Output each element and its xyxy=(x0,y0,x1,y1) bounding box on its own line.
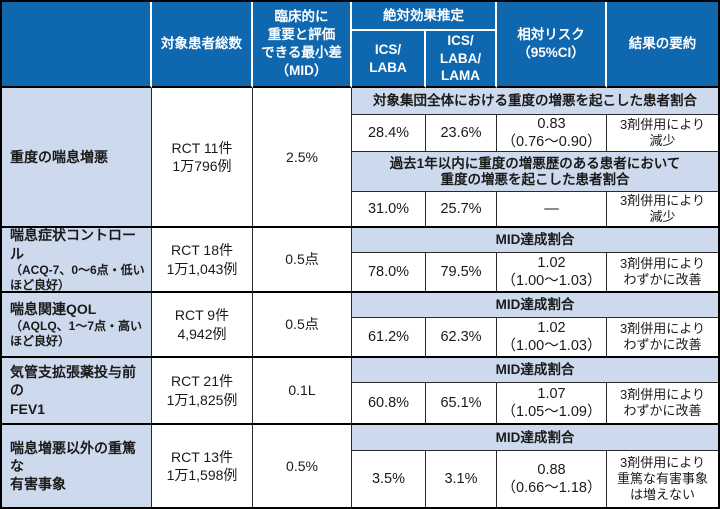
summary-value: 3剤併用により 減少 xyxy=(607,192,718,228)
header-relative-risk: 相対リスク （95%CI） xyxy=(497,2,607,88)
ics-laba-value: 28.4% xyxy=(352,115,426,152)
relative-risk-value: — xyxy=(497,192,607,228)
outcome-label: 喘息関連QOL xyxy=(10,301,97,318)
patients-cell: RCT 13件 1万1,598例 xyxy=(152,425,253,507)
ics-laba-lama-value: 62.3% xyxy=(426,318,497,358)
summary-value: 3剤併用により わずかに改善 xyxy=(607,383,718,425)
relative-risk-value: 1.07 （1.05〜1.09） xyxy=(497,383,607,425)
patients-cell: RCT 9件 4,942例 xyxy=(152,293,253,358)
header-outcome-blank xyxy=(2,2,152,88)
outcome-cell: 喘息関連QOL （AQLQ、1〜7点・高い ほど良好） xyxy=(2,293,152,358)
ics-laba-lama-value: 65.1% xyxy=(426,383,497,425)
patients-cell: RCT 21件 1万1,825例 xyxy=(152,358,253,425)
ics-laba-lama-value: 79.5% xyxy=(426,253,497,293)
mid-cell: 0.5% xyxy=(253,425,352,507)
ics-laba-value: 31.0% xyxy=(352,192,426,228)
subrow-title: MID達成割合 xyxy=(352,293,718,318)
relative-risk-value: 0.88 （0.66〜1.18） xyxy=(497,451,607,507)
mid-cell: 0.1L xyxy=(253,358,352,425)
outcome-note: （ACQ-7、0〜6点・低い ほど良好） xyxy=(10,262,145,292)
outcome-label: 重度の喘息増悪 xyxy=(10,148,108,165)
outcome-label: 喘息増悪以外の重篤な 有害事象 xyxy=(10,439,136,493)
header-mid: 臨床的に 重要と評価 できる最小差 （MID） xyxy=(253,2,352,88)
outcome-cell: 重度の喘息増悪 xyxy=(2,88,152,228)
summary-value: 3剤併用により わずかに改善 xyxy=(607,253,718,293)
ics-laba-value: 60.8% xyxy=(352,383,426,425)
ics-laba-value: 78.0% xyxy=(352,253,426,293)
ics-laba-value: 3.5% xyxy=(352,451,426,507)
mid-cell: 2.5% xyxy=(253,88,352,228)
summary-value: 3剤併用により 重篤な有害事象 は増えない xyxy=(607,451,718,507)
header-ics-laba-lama: ICS/ LABA/ LAMA xyxy=(426,31,497,88)
mid-cell: 0.5点 xyxy=(253,228,352,293)
mid-cell: 0.5点 xyxy=(253,293,352,358)
subrow-title: MID達成割合 xyxy=(352,228,718,253)
ics-laba-lama-value: 3.1% xyxy=(426,451,497,507)
relative-risk-value: 1.02 （1.00〜1.03） xyxy=(497,253,607,293)
subrow-title: MID達成割合 xyxy=(352,425,718,451)
outcome-label: 気管支拡張薬投与前の FEV1 xyxy=(10,364,136,417)
outcome-cell: 喘息増悪以外の重篤な 有害事象 xyxy=(2,425,152,507)
outcome-note: （AQLQ、1〜7点・高い ほど良好） xyxy=(10,318,143,348)
summary-value: 3剤併用により 減少 xyxy=(607,115,718,152)
relative-risk-value: 0.83 （0.76〜0.90） xyxy=(497,115,607,152)
header-patients: 対象患者総数 xyxy=(152,2,253,88)
ics-laba-lama-value: 25.7% xyxy=(426,192,497,228)
subrow-title: 過去1年以内に重度の増悪歴のある患者において 重度の増悪を起こした患者割合 xyxy=(352,152,718,192)
header-absolute-effect: 絶対効果推定 xyxy=(352,2,497,31)
relative-risk-value: 1.02 （1.00〜1.03） xyxy=(497,318,607,358)
subrow-title: MID達成割合 xyxy=(352,358,718,383)
outcome-label: 喘息症状コントロール xyxy=(10,228,136,262)
subrow-title: 対象集団全体における重度の増悪を起こした患者割合 xyxy=(352,88,718,115)
ics-laba-value: 61.2% xyxy=(352,318,426,358)
summary-value: 3剤併用により わずかに改善 xyxy=(607,318,718,358)
header-ics-laba: ICS/ LABA xyxy=(352,31,426,88)
header-summary: 結果の要約 xyxy=(607,2,718,88)
patients-cell: RCT 18件 1万1,043例 xyxy=(152,228,253,293)
outcome-cell: 気管支拡張薬投与前の FEV1 xyxy=(2,358,152,425)
ics-laba-lama-value: 23.6% xyxy=(426,115,497,152)
patients-cell: RCT 11件 1万796例 xyxy=(152,88,253,228)
outcome-cell: 喘息症状コントロール （ACQ-7、0〜6点・低い ほど良好） xyxy=(2,228,152,293)
